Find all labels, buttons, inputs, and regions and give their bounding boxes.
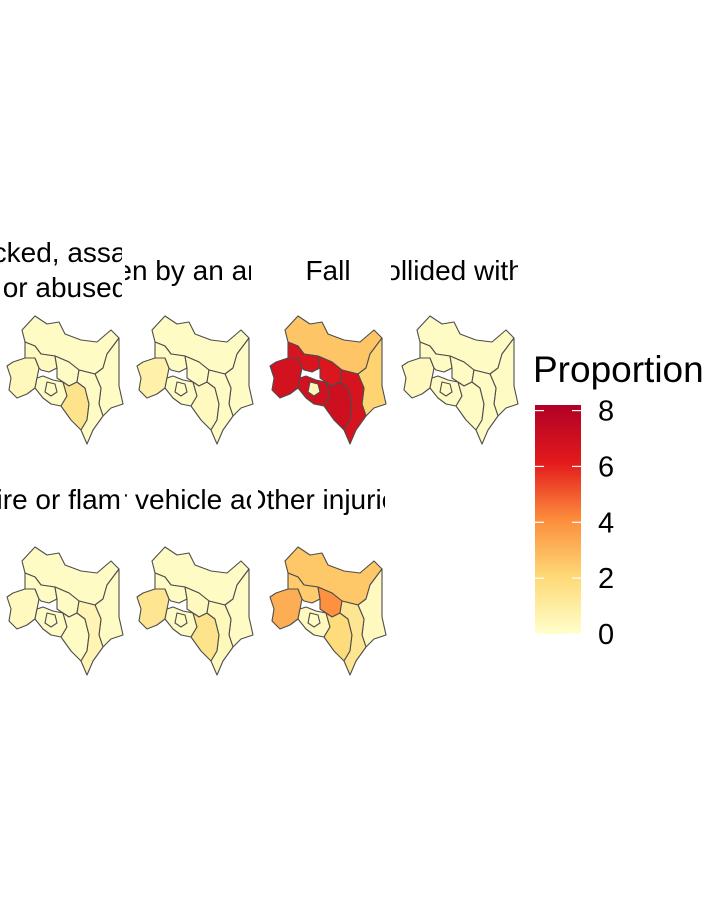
legend-tick-label: 0	[598, 619, 614, 651]
kenya-map	[269, 546, 387, 676]
facet-title: Motor vehicle accident	[56, 484, 335, 515]
facet-panel: Motor vehicle accident	[56, 484, 335, 676]
map-region-centralwest	[287, 341, 321, 373]
facet-title: or abused	[3, 272, 128, 303]
map-region-coast	[339, 600, 367, 676]
map-region-nairobi	[44, 612, 58, 628]
facet-title: Fall	[305, 255, 350, 286]
kenya-map	[269, 315, 387, 445]
map-region-centralwest	[287, 572, 321, 604]
map-region-nairobi	[307, 612, 321, 628]
facet-panel: Bitten by an animal	[76, 255, 314, 445]
map-region-centralwest	[154, 341, 188, 373]
facet-title: Attacked, assaulted	[0, 237, 187, 268]
legend-tick-label: 8	[598, 396, 614, 428]
map-region-coast	[206, 369, 234, 445]
facet-panel: Hit by or collided with something	[259, 255, 661, 445]
map-region-centralwest	[24, 572, 58, 604]
kenya-map	[6, 546, 124, 676]
map-region-west	[269, 357, 303, 399]
facet-title: Fire or flames	[0, 484, 151, 515]
map-region-coast	[206, 600, 234, 676]
map-region-west	[401, 357, 435, 399]
map-region-centralwest	[154, 572, 188, 604]
facet-panel: Attacked, assaulted or abused	[0, 237, 187, 445]
facet-panel: Other injuries	[245, 484, 412, 676]
kenya-map	[136, 315, 254, 445]
facet-title: Hit by or collided with something	[259, 255, 661, 286]
map-region-west	[136, 357, 170, 399]
map-region-nairobi	[174, 381, 188, 397]
facet-title: Other injuries	[245, 484, 412, 515]
map-region-centralwest	[24, 341, 58, 373]
map-region-west	[6, 588, 40, 630]
facet-panel: Fall	[269, 255, 387, 445]
legend-title: Proportion	[533, 349, 704, 390]
map-region-coast	[76, 369, 104, 445]
legend: Proportion 0 2 4 6 8	[533, 349, 704, 651]
map-region-west	[269, 588, 303, 630]
map-region-nairobi	[307, 381, 321, 397]
facet-panel: Fire or flames	[0, 484, 151, 676]
map-region-west	[136, 588, 170, 630]
map-region-centralwest	[419, 341, 453, 373]
map-region-coast	[471, 369, 499, 445]
map-region-nairobi	[174, 612, 188, 628]
kenya-map	[136, 546, 254, 676]
map-region-nairobi	[439, 381, 453, 397]
legend-tick-label: 6	[598, 451, 614, 483]
legend-tick-label: 4	[598, 507, 614, 539]
map-region-nairobi	[44, 381, 58, 397]
kenya-map	[6, 315, 124, 445]
kenya-map	[401, 315, 519, 445]
legend-colorbar	[535, 405, 581, 634]
map-region-west	[6, 357, 40, 399]
legend-tick-label: 2	[598, 563, 614, 595]
map-region-coast	[76, 600, 104, 676]
map-region-coast	[339, 369, 367, 445]
facet-title: Bitten by an animal	[76, 255, 314, 286]
